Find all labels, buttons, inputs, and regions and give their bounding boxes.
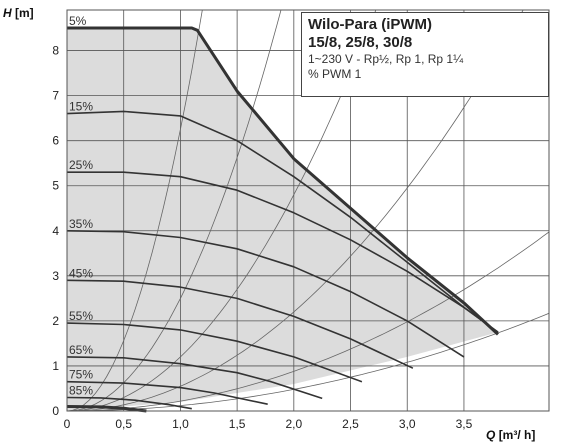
y-tick-label-1: 1 xyxy=(52,359,59,373)
y-tick-label-6: 6 xyxy=(52,134,59,148)
series-line-5pct xyxy=(67,26,500,336)
voltage-connection-label: 1~230 V - Rp½, Rp 1, Rp 1¼ xyxy=(308,52,464,66)
y-tick-label-8: 8 xyxy=(52,44,59,58)
y-tick-label-2: 2 xyxy=(52,314,59,328)
system-curves xyxy=(67,10,549,411)
x-tick-label-1: 0,5 xyxy=(115,417,132,431)
system-curve-5 xyxy=(67,312,549,411)
y-tick-label-3: 3 xyxy=(52,269,59,283)
y-axis-unit: [m] xyxy=(15,6,34,20)
series-label-5pct: 5% xyxy=(69,14,87,28)
legend-box: Wilo-Para (iPWM) 15/8, 25/8, 30/8 1~230 … xyxy=(301,12,549,97)
system-curve-3 xyxy=(67,10,524,411)
series-curves xyxy=(66,26,500,413)
series-label-45pct: 45% xyxy=(69,266,93,280)
series-label-35pct: 35% xyxy=(69,217,93,231)
y-axis-title: H [m] xyxy=(3,6,34,20)
x-tick-label-4: 2,0 xyxy=(285,417,302,431)
x-axis-title: Q [m³/ h] xyxy=(486,428,535,442)
series-line-min xyxy=(66,405,147,413)
chart-subtitle: 15/8, 25/8, 30/8 xyxy=(308,34,413,51)
series-label-85pct: 85% xyxy=(69,383,93,397)
y-axis-symbol: H xyxy=(3,6,12,20)
x-tick-label-6: 3,0 xyxy=(399,417,416,431)
y-tick-label-0: 0 xyxy=(52,404,59,418)
series-line-55pct xyxy=(66,322,363,383)
series-line-25pct xyxy=(67,171,499,333)
grid xyxy=(67,10,549,411)
series-labels: 5% 15% 25% 35% 45% 55% 65% 75%85% xyxy=(69,14,93,397)
series-line-85pct xyxy=(66,396,192,410)
y-tick-label-5: 5 xyxy=(52,179,59,193)
x-tick-label-3: 1,5 xyxy=(229,417,246,431)
pwm-label: % PWM 1 xyxy=(308,67,362,81)
series-line-75pct xyxy=(66,380,268,405)
series-line-45pct xyxy=(66,279,414,369)
operating-envelope-area xyxy=(67,28,498,411)
x-axis-symbol: Q xyxy=(486,428,496,442)
plot-frame xyxy=(66,9,550,412)
series-label-15pct: 15% xyxy=(69,100,93,114)
system-curve-1 xyxy=(67,10,282,411)
system-curve-2 xyxy=(67,10,377,411)
series-line-15pct xyxy=(66,110,499,333)
y-tick-label-4: 4 xyxy=(52,224,59,238)
x-tick-label-2: 1,0 xyxy=(172,417,189,431)
series-label-75pct: 75% xyxy=(69,368,93,382)
series-label-25pct: 25% xyxy=(69,158,93,172)
series-line-35pct xyxy=(66,230,465,358)
x-tick-label-0: 0 xyxy=(64,417,71,431)
x-tick-label-5: 2,5 xyxy=(342,417,359,431)
series-label-55pct: 55% xyxy=(69,309,93,323)
y-tick-label-7: 7 xyxy=(52,89,59,103)
chart-title: Wilo-Para (iPWM) xyxy=(308,16,433,33)
system-curve-0 xyxy=(67,10,203,411)
system-curve-4 xyxy=(67,231,549,411)
x-tick-label-7: 3,5 xyxy=(456,417,473,431)
x-axis-unit: [m³/ h] xyxy=(498,428,536,442)
series-label-65pct: 65% xyxy=(69,343,93,357)
series-line-65pct xyxy=(66,356,323,400)
tick-labels: 0 0,5 1,0 1,5 2,0 2,5 3,0 3,5 0 1 2 3 4 5 6 7 8 xyxy=(52,44,472,431)
